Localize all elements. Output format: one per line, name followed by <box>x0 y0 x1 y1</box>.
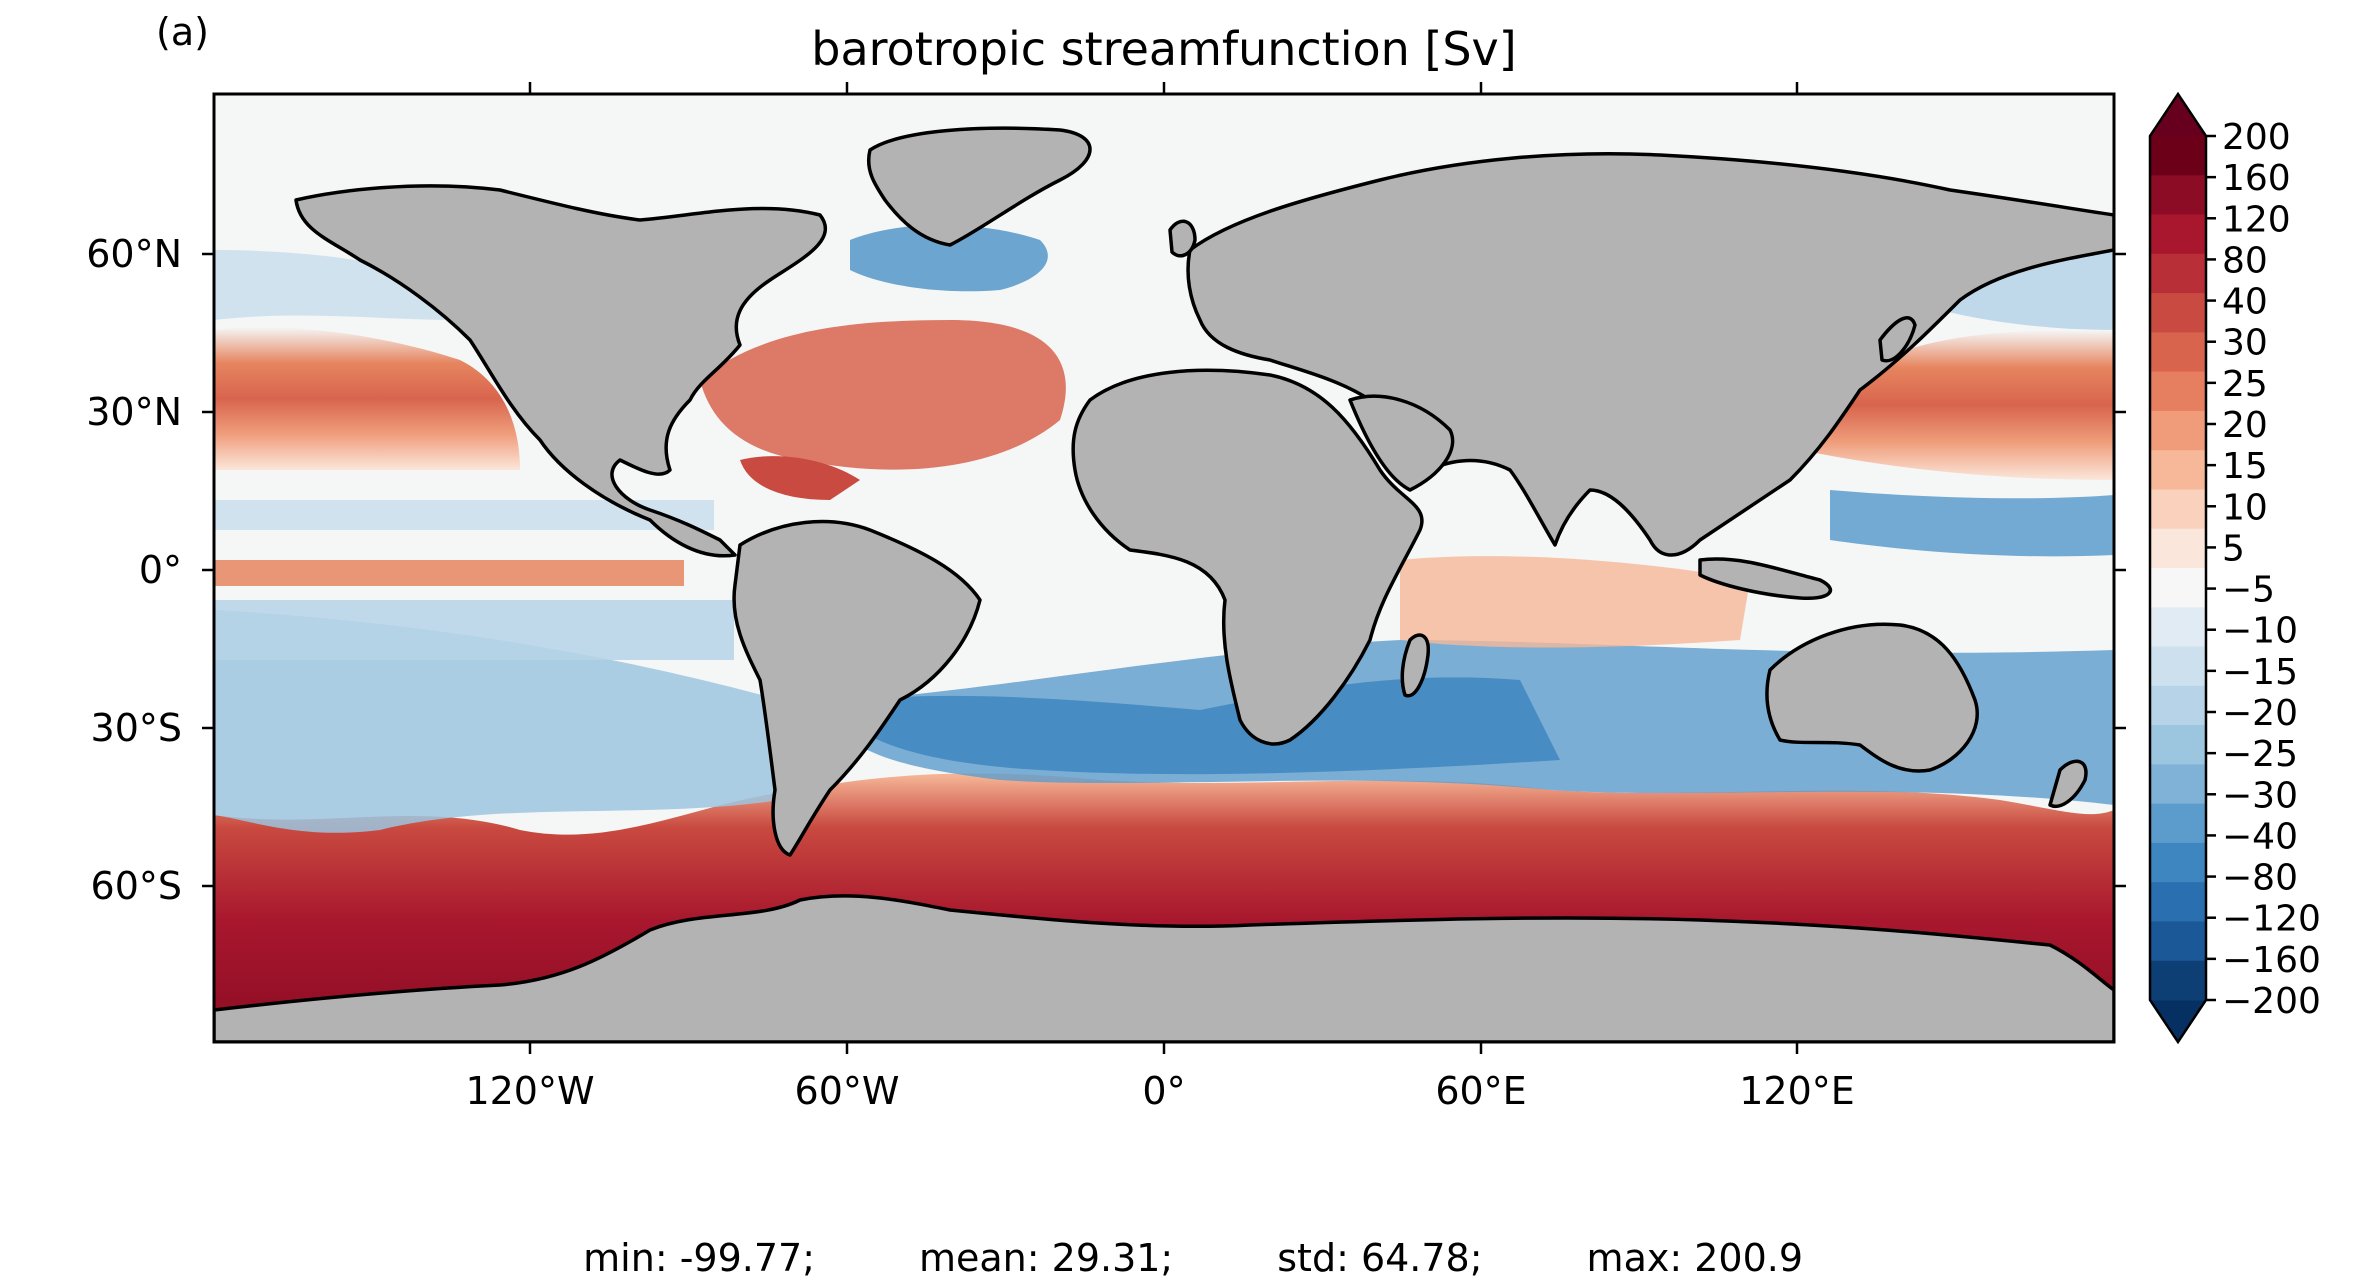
japan <box>1878 316 1917 363</box>
west-pacific-blue <box>1830 490 2114 557</box>
colorbar-segment <box>2150 253 2206 294</box>
colorbar-tick-label: −20 <box>2222 693 2298 734</box>
colorbar: 200160120804030252015105−5−10−15−20−25−3… <box>2148 91 2321 1045</box>
lon-tick-labels: 120°W 60°W 0° 60°E 120°E <box>465 1069 1854 1113</box>
madagascar <box>1400 633 1430 698</box>
colorbar-segment <box>2150 136 2206 176</box>
africa <box>1071 368 1424 746</box>
colorbar-tick-label: 160 <box>2222 158 2291 199</box>
pacific-south-blue <box>214 600 734 660</box>
colorbar-tick-label: −5 <box>2222 570 2275 611</box>
colorbar-tick-label: 80 <box>2222 240 2268 281</box>
colorbar-tick-label: −200 <box>2222 981 2321 1022</box>
colorbar-segment <box>2150 371 2206 412</box>
stat-std: std: 64.78; <box>1277 1236 1483 1280</box>
colorbar-segment <box>2150 921 2206 962</box>
colorbar-tick-label: −15 <box>2222 652 2298 693</box>
pacific-equatorial-red <box>214 560 684 586</box>
colorbar-segment <box>2150 332 2206 373</box>
south-america <box>732 519 982 857</box>
north-america <box>294 184 828 558</box>
colorbar-segment <box>2150 842 2206 883</box>
lon-tick-label: 60°E <box>1435 1069 1526 1113</box>
lon-tick-label: 60°W <box>795 1069 900 1113</box>
lat-tick-label: 0° <box>139 548 182 592</box>
arabian-peninsula <box>1348 394 1455 492</box>
lat-axis <box>202 252 2126 888</box>
colorbar-segment <box>2150 607 2206 648</box>
north-atlantic-gyre <box>700 320 1066 470</box>
stat-max: max: 200.9 <box>1586 1236 1804 1280</box>
colorbar-segment <box>2150 646 2206 687</box>
colorbar-segment <box>2150 293 2206 333</box>
caribbean-red <box>740 456 860 500</box>
north-pacific-subpolar-blue <box>1940 240 2114 330</box>
colorbar-tick-label: −80 <box>2222 858 2298 899</box>
lon-tick-label: 0° <box>1142 1069 1185 1113</box>
lon-tick-label: 120°E <box>1739 1069 1855 1113</box>
colorbar-tick-label: 40 <box>2222 282 2268 323</box>
new-zealand <box>2048 759 2088 808</box>
antarctica <box>214 894 2114 1042</box>
stat-mean: mean: 29.31; <box>919 1236 1174 1280</box>
south-blue-band <box>214 610 780 833</box>
lat-tick-label: 30°S <box>91 706 182 750</box>
statistics-line: min: -99.77; mean: 29.31; std: 64.78; max: … <box>0 1192 2362 1280</box>
colorbar-segment <box>2150 725 2206 765</box>
colorbar-segment <box>2150 764 2206 805</box>
indonesia-islands <box>1698 557 1833 600</box>
colorbar-segment <box>2150 568 2206 608</box>
colorbar-segment <box>2150 685 2206 726</box>
colorbar-tick-label: 5 <box>2222 528 2245 569</box>
map-panel <box>214 94 2114 1042</box>
lat-tick-labels: 60°N 30°N 0° 30°S 60°S <box>86 232 182 908</box>
north-pacific-gyre-east <box>214 327 520 470</box>
south-atlantic-blue <box>860 677 1560 775</box>
australia <box>1765 622 1979 773</box>
map-title: barotropic streamfunction [Sv] <box>811 22 1516 76</box>
land <box>214 126 2114 1042</box>
lat-tick-label: 60°S <box>91 864 182 908</box>
lon-axis <box>528 82 1799 1054</box>
indian-ocean-red <box>1400 556 1750 648</box>
colorbar-tick-label: −25 <box>2222 734 2298 775</box>
colorbar-segment <box>2150 175 2206 216</box>
colorbar-tick-label: −10 <box>2222 611 2298 652</box>
panel-label: (a) <box>156 10 209 54</box>
colorbar-tick-label: 120 <box>2222 199 2291 240</box>
colorbar-segment <box>2150 450 2206 490</box>
colorbar-tick-label: −120 <box>2222 899 2321 940</box>
british-isles <box>1168 219 1197 258</box>
colorbar-extend-max <box>2150 94 2206 136</box>
colorbar-segment <box>2150 214 2206 255</box>
colorbar-tick-label: −30 <box>2222 775 2298 816</box>
colorbar-tick-label: 20 <box>2222 405 2268 446</box>
north-pacific-east-blue <box>214 250 460 320</box>
colorbar-segment <box>2150 960 2206 1001</box>
lon-tick-label: 120°W <box>465 1069 594 1113</box>
stat-min: min: -99.77; <box>583 1236 815 1280</box>
colorbar-extend-min <box>2150 1000 2206 1042</box>
colorbar-tick-label: −40 <box>2222 816 2298 857</box>
lat-tick-label: 60°N <box>86 232 182 276</box>
colorbar-segment <box>2150 803 2206 844</box>
colorbar-tick-label: 15 <box>2222 446 2268 487</box>
colorbar-tick-label: 10 <box>2222 487 2268 528</box>
colorbar-tick-label: 25 <box>2222 364 2268 405</box>
colorbar-tick-label: −160 <box>2222 940 2321 981</box>
lat-tick-label: 30°N <box>86 390 182 434</box>
colorbar-segment <box>2150 489 2206 530</box>
greenland <box>867 126 1092 247</box>
colorbar-segment <box>2150 410 2206 451</box>
colorbar-segment <box>2150 528 2206 569</box>
north-atlantic-subpolar-blue <box>850 225 1048 292</box>
colorbar-tick-label: 200 <box>2222 117 2291 158</box>
colorbar-tick-label: 30 <box>2222 323 2268 364</box>
colorbar-segment <box>2150 882 2206 922</box>
